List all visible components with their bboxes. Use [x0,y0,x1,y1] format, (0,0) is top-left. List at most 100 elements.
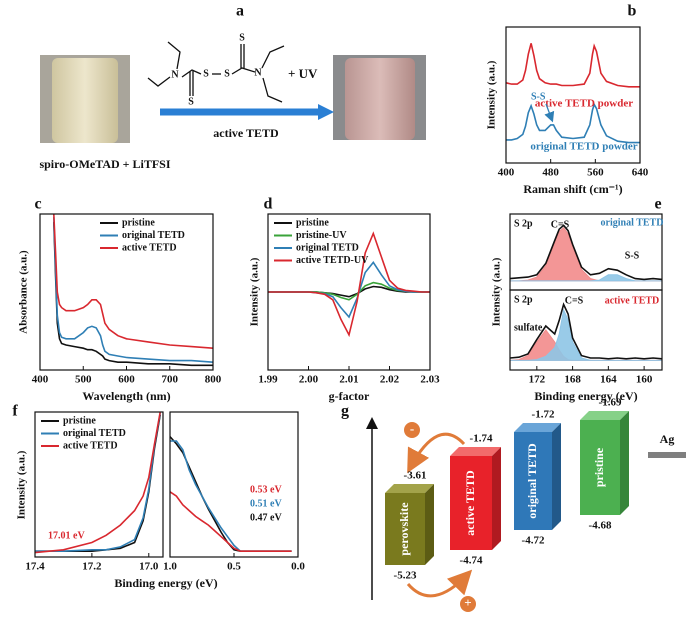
level-box [450,456,492,550]
x-tick-label: 700 [162,374,179,386]
legend-label: active TETD-UV [296,255,369,266]
atom-label: S [203,68,209,79]
axes-frame [169,411,299,558]
molecule-bonds [147,41,285,103]
axes-frame [39,213,214,371]
annotation: S 2p [514,218,533,229]
x-tick-label: 640 [632,167,649,179]
atom-label: N [171,69,179,80]
axes-frame [505,26,641,164]
fit-component [510,274,662,282]
level-box [514,432,552,530]
legend-label: pristine [122,217,155,228]
y-axis-label: Intensity (a.u.) [249,257,261,326]
series-line [505,43,640,88]
charge-badge [460,596,476,612]
x-tick-label: 500 [75,374,92,386]
x-tick-label: 172 [529,374,546,386]
atom-label: S [224,68,230,79]
x-tick-label: 400 [498,167,515,179]
charge-sign: - [410,421,414,436]
atom-label: N [254,67,262,78]
x-tick-label: 168 [564,374,581,386]
x-tick-label: 2.03 [420,374,440,386]
x-tick-label: 560 [587,167,604,179]
level-box-side [492,447,501,550]
level-box-side [425,484,434,565]
legend-label: active TETD [122,242,177,253]
series-line [34,411,161,554]
chart: 1.99 2.00 2.01 2.02 2.03 g-factor Intensity (a… [249,213,440,403]
fit-component [510,308,662,361]
panel-label: a [236,3,244,20]
level-bottom: -4.74 [460,555,483,567]
level-box-top [385,484,434,493]
axes-frame [509,289,663,371]
series-line [170,440,292,552]
legend-label: original TETD [122,230,185,241]
annotation: C=S [551,219,570,230]
level-name: perovskite [397,502,411,556]
panel-label: g [341,403,349,420]
atom-label: S [239,32,245,43]
level-bottom: -5.23 [394,570,417,582]
legend-label: original TETD [63,428,126,439]
x-tick-label: 160 [636,374,653,386]
y-axis-label: Absorbance (a.u.) [18,250,30,334]
electrode-label: Ag [660,432,675,446]
level-box-top [450,447,501,456]
annotation: active TETD [605,295,660,306]
level-top: -1.72 [532,409,555,421]
series-line [169,491,292,552]
legend-label: pristine [296,217,329,228]
x-tick-label: 17.2 [82,561,102,573]
annotation-arrow [544,103,555,123]
x-tick-label: 480 [542,167,559,179]
atom-label: S [188,96,194,107]
series-line [53,221,213,367]
scheme [40,41,426,143]
x-axis-label: Raman shift (cm⁻¹) [523,182,622,196]
x-axis-label: Wavelength (nm) [82,389,170,403]
axes-frame [267,213,431,371]
x-tick-label: 1.99 [258,374,278,386]
vial [52,58,118,143]
annotation: original TETD [601,217,664,228]
x-axis-label: Binding energy (eV) [534,389,637,403]
x-tick-label: 17.4 [25,561,45,573]
transfer-arrow [407,432,466,474]
x-axis-label: g-factor [329,389,370,403]
level-box-side [552,423,561,530]
panel-label: d [264,196,273,213]
annotation: C=S [565,295,584,306]
level-box-top [514,423,561,432]
annotation: S-S [625,250,640,261]
y-axis-label: Intensity (a.u.) [16,450,28,519]
annotation: sulfate [514,322,543,333]
vial [345,58,415,140]
legend-label: original TETD [296,242,359,253]
condition: + UV [288,66,318,81]
legend-label: active TETD [63,440,118,451]
level-name: pristine [592,447,606,487]
y-axis-label: Intensity (a.u.) [486,60,498,129]
transfer-arrow [406,569,473,598]
x-tick-label: 1.0 [163,561,177,573]
panel-label: b [628,3,637,20]
level-bottom: -4.68 [589,520,612,532]
legend-label: pristine [63,415,96,426]
series-label: original TETD powder [530,141,637,153]
level-top: -1.69 [599,397,622,409]
panel-label: f [12,403,18,420]
axes-frame [34,411,164,558]
series-line [35,413,161,552]
charge-badge [404,422,420,438]
level-box [580,420,620,515]
x-tick-label: 0.5 [227,561,241,573]
level-top: -3.61 [404,470,427,482]
x-tick-label: 800 [205,374,222,386]
level-box-top [580,411,629,420]
level-name: active TETD [463,470,477,536]
x-axis-label: Binding energy (eV) [114,576,217,590]
